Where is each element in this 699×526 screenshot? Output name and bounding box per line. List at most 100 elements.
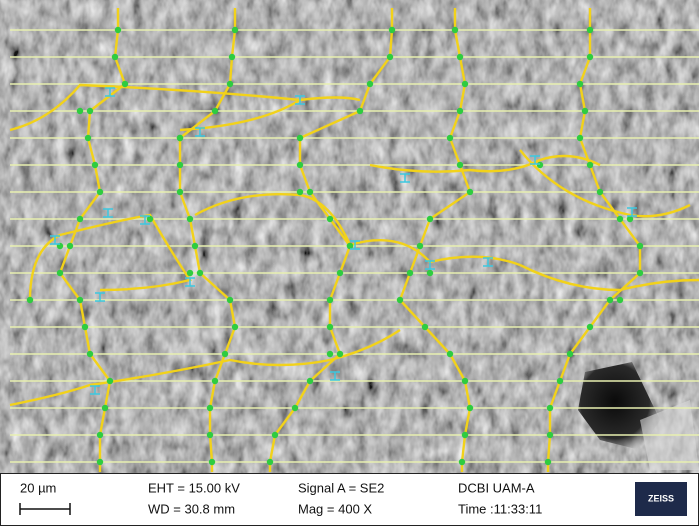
intersection-point [462, 81, 468, 87]
intersection-point [607, 297, 613, 303]
intersection-point [112, 54, 118, 60]
intersection-point [77, 216, 83, 222]
intersection-point [462, 378, 468, 384]
intersection-point [212, 108, 218, 114]
micrograph: 20 µm EHT = 15.00 kV WD = 30.8 mm Signal… [0, 0, 699, 526]
intersection-point [187, 270, 193, 276]
intersection-point [617, 216, 623, 222]
intersection-point [209, 459, 215, 465]
intersection-point [197, 270, 203, 276]
page: 20 µm EHT = 15.00 kV WD = 30.8 mm Signal… [0, 0, 699, 526]
intersection-point [427, 270, 433, 276]
intersection-point [547, 432, 553, 438]
intersection-point [459, 459, 465, 465]
intersection-point [212, 378, 218, 384]
intersection-point [115, 27, 121, 33]
intersection-point [107, 378, 113, 384]
intersection-point [82, 324, 88, 330]
intersection-point [192, 243, 198, 249]
wd: WD = 30.8 mm [148, 501, 235, 516]
intersection-point [417, 243, 423, 249]
intersection-point [327, 324, 333, 330]
intersection-point [207, 432, 213, 438]
intersection-point [427, 216, 433, 222]
intersection-point [327, 216, 333, 222]
intersection-point [457, 54, 463, 60]
intersection-point [222, 351, 228, 357]
intersection-point [447, 135, 453, 141]
intersection-point [267, 459, 273, 465]
intersection-point [567, 351, 573, 357]
intersection-point [367, 81, 373, 87]
intersection-point [457, 108, 463, 114]
intersection-point [337, 270, 343, 276]
intersection-point [297, 135, 303, 141]
intersection-point [422, 324, 428, 330]
intersection-point [77, 108, 83, 114]
intersection-point [122, 81, 128, 87]
intersection-point [307, 378, 313, 384]
intersection-point [187, 216, 193, 222]
intersection-point [307, 189, 313, 195]
intersection-point [637, 243, 643, 249]
intersection-point [467, 189, 473, 195]
intersection-point [97, 432, 103, 438]
intersection-point [462, 432, 468, 438]
intersection-point [447, 351, 453, 357]
intersection-point [232, 324, 238, 330]
intersection-point [92, 162, 98, 168]
intersection-point [87, 351, 93, 357]
intersection-point [617, 297, 623, 303]
intersection-point [597, 189, 603, 195]
intersection-point [457, 162, 463, 168]
logo: ZEISS [648, 493, 674, 503]
intersection-point [87, 108, 93, 114]
mag: Mag = 400 X [298, 501, 372, 516]
intersection-point [537, 162, 543, 168]
intersection-point [227, 81, 233, 87]
intersection-point [467, 405, 473, 411]
intersection-point [357, 108, 363, 114]
signal: Signal A = SE2 [298, 480, 384, 495]
intersection-point [97, 189, 103, 195]
intersection-point [327, 297, 333, 303]
intersection-point [547, 405, 553, 411]
intersection-point [627, 216, 633, 222]
intersection-point [77, 297, 83, 303]
intersection-point [337, 351, 343, 357]
intersection-point [67, 243, 73, 249]
intersection-point [397, 297, 403, 303]
intersection-point [587, 162, 593, 168]
intersection-point [232, 27, 238, 33]
intersection-point [387, 54, 393, 60]
intersection-point [147, 216, 153, 222]
lab: DCBI UAM-A [458, 480, 535, 495]
intersection-point [637, 270, 643, 276]
intersection-point [85, 135, 91, 141]
intersection-point [582, 108, 588, 114]
intersection-point [389, 27, 395, 33]
intersection-point [297, 189, 303, 195]
intersection-point [297, 162, 303, 168]
intersection-point [57, 270, 63, 276]
intersection-point [102, 405, 108, 411]
eht: EHT = 15.00 kV [148, 480, 240, 495]
intersection-point [545, 459, 551, 465]
intersection-point [177, 135, 183, 141]
intersection-point [27, 297, 33, 303]
intersection-point [577, 135, 583, 141]
intersection-point [347, 243, 353, 249]
intersection-point [587, 54, 593, 60]
time: Time :11:33:11 [458, 501, 542, 516]
intersection-point [227, 297, 233, 303]
intersection-point [177, 162, 183, 168]
intersection-point [97, 459, 103, 465]
intersection-point [557, 378, 563, 384]
intersection-point [272, 432, 278, 438]
intersection-point [577, 81, 583, 87]
intersection-point [292, 405, 298, 411]
intersection-point [587, 324, 593, 330]
intersection-point [207, 405, 213, 411]
intersection-point [177, 189, 183, 195]
intersection-point [587, 27, 593, 33]
